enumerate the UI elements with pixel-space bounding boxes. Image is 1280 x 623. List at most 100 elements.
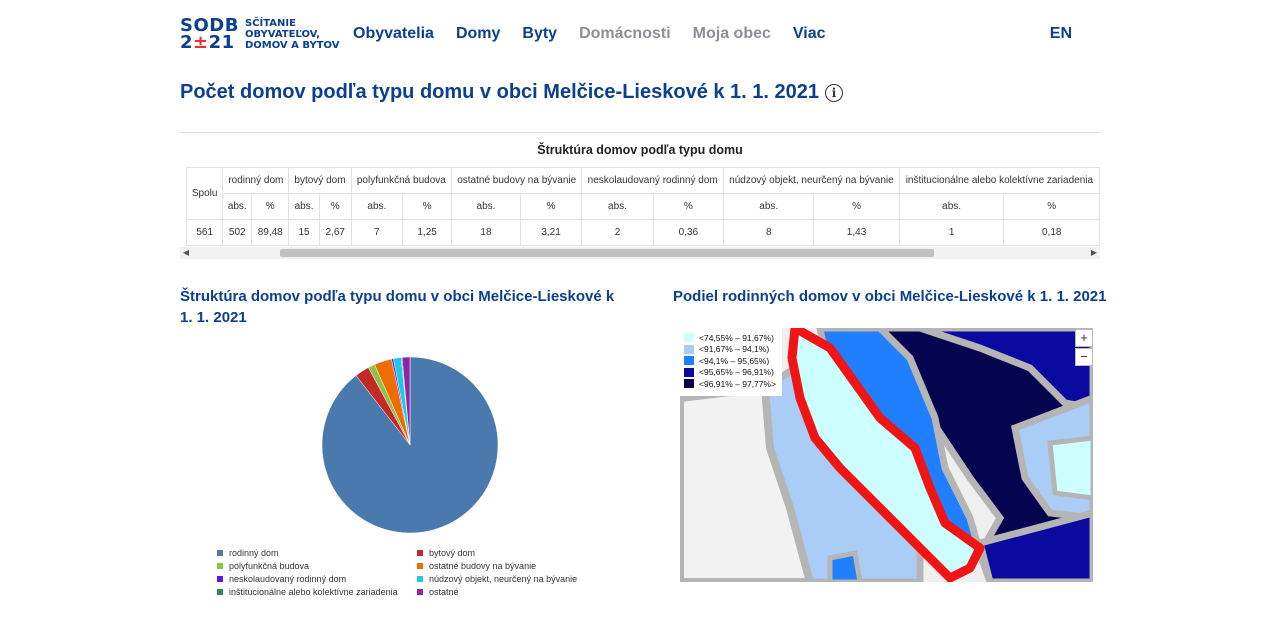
legend-label: núdzový objekt, neurčený na bývanie <box>429 574 578 584</box>
table-horizontal-scrollbar[interactable]: ◀ ▶ <box>180 247 1100 259</box>
legend-label: ostatné budovy na bývanie <box>429 561 537 571</box>
map-legend-label: <94,1% – 95,65%) <box>699 355 770 366</box>
legend-item[interactable]: inštitucionálne alebo kolektívne zariade… <box>217 587 417 597</box>
cell-abs: 15 <box>288 219 320 246</box>
info-icon[interactable]: i <box>825 83 844 102</box>
col-header-group: polyfunkčná budova <box>350 167 453 194</box>
cell-total: 561 <box>185 219 224 246</box>
col-header-group: núdzový objekt, neurčený na bývanie <box>723 167 900 194</box>
pie-slice[interactable] <box>401 356 411 446</box>
cell-pct: 1,43 <box>813 219 900 246</box>
sub-header-pct: % <box>318 193 352 220</box>
sub-header-abs: abs. <box>350 193 404 220</box>
map-legend-swatch <box>684 356 694 366</box>
pie-legend: rodinný dom bytový dom polyfunkčná budova o… <box>217 548 617 597</box>
legend-label: ostatné <box>429 587 459 597</box>
nav-item-domy[interactable]: Domy <box>455 25 501 42</box>
sub-header-abs: abs. <box>723 193 815 220</box>
zoom-out-button[interactable]: − <box>1075 348 1093 366</box>
legend-item[interactable]: rodinný dom <box>217 548 417 558</box>
sub-header-abs: abs. <box>222 193 253 220</box>
sub-header-pct: % <box>251 193 290 220</box>
col-header-group: inštitucionálne alebo kolektívne zariade… <box>898 167 1100 194</box>
main-nav: Obyvatelia Domy Byty Domácnosti Moja obe… <box>353 25 848 43</box>
pie-chart-title: Štruktúra domov podľa typu domu v obci M… <box>180 288 615 326</box>
data-table-container: Štruktúra domov podľa typu domu Spolu ro… <box>180 132 1100 260</box>
legend-swatch <box>217 563 223 569</box>
map-legend-label: <91,67% – 94,1%) <box>699 344 770 355</box>
map-title: Podiel rodinných domov v obci Melčice-Li… <box>673 288 1107 305</box>
nav-item-obyvatelia[interactable]: Obyvatelia <box>353 25 434 42</box>
nav-item-domacnosti[interactable]: Domácnosti <box>579 25 671 42</box>
scroll-left-icon[interactable]: ◀ <box>182 248 190 257</box>
legend-label: neskolaudovaný rodinný dom <box>229 574 347 584</box>
legend-swatch <box>217 576 223 582</box>
map-legend-swatch <box>684 333 694 343</box>
logo[interactable]: SODB 2±21 SČÍTANIE OBYVATEĽOV, DOMOV A B… <box>180 15 340 53</box>
legend-item[interactable]: ostatné budovy na bývanie <box>417 561 617 571</box>
map-region[interactable] <box>827 550 863 582</box>
legend-label: bytový dom <box>429 548 476 558</box>
sub-header-abs: abs. <box>288 193 320 220</box>
legend-item[interactable]: ostatné <box>417 587 617 597</box>
map-legend-label: <96,91% – 97,77%> <box>699 378 777 389</box>
page-title: Počet domov podľa typu domu v obci Melči… <box>180 81 844 104</box>
sub-header-pct: % <box>813 193 900 220</box>
scroll-thumb[interactable] <box>280 249 934 257</box>
sub-header-pct: % <box>652 193 725 220</box>
map-region-selected[interactable] <box>787 328 985 582</box>
site-header: SODB 2±21 SČÍTANIE OBYVATEĽOV, DOMOV A B… <box>180 14 1100 54</box>
map-region[interactable] <box>1047 435 1093 501</box>
legend-item[interactable]: neskolaudovaný rodinný dom <box>217 574 417 584</box>
sub-header-pct: % <box>402 193 453 220</box>
legend-label: inštitucionálne alebo kolektívne zariade… <box>229 587 398 597</box>
nav-item-byty[interactable]: Byty <box>522 25 558 42</box>
logo-mark: SODB 2±21 <box>180 15 239 53</box>
cell-pct: 3,21 <box>519 219 583 246</box>
logo-text: SČÍTANIE OBYVATEĽOV, DOMOV A BYTOV <box>244 17 340 51</box>
map-region[interactable] <box>918 328 1093 412</box>
cell-pct: 0,18 <box>1003 219 1100 246</box>
scroll-right-icon[interactable]: ▶ <box>1090 248 1098 257</box>
cell-abs: 502 <box>222 219 253 246</box>
legend-item[interactable]: bytový dom <box>417 548 617 558</box>
zoom-in-button[interactable]: + <box>1075 329 1093 347</box>
data-table: Spolu rodinný dom bytový dom polyfunkčná… <box>185 167 1100 246</box>
sub-header-pct: % <box>519 193 583 220</box>
legend-swatch <box>417 589 423 595</box>
map-legend: <74,55% – 91,67%) <91,67% – 94,1%) <94,1% … <box>680 328 783 396</box>
cell-abs: 2 <box>581 219 654 246</box>
pie-chart <box>321 356 499 534</box>
legend-item[interactable]: núdzový objekt, neurčený na bývanie <box>417 574 617 584</box>
legend-label: polyfunkčná budova <box>229 561 310 571</box>
col-header-group: rodinný dom <box>222 167 290 194</box>
cell-pct: 2,67 <box>318 219 352 246</box>
legend-item[interactable]: polyfunkčná budova <box>217 561 417 571</box>
cell-abs: 18 <box>451 219 521 246</box>
nav-item-viac[interactable]: Viac <box>792 25 826 42</box>
cell-abs: 1 <box>898 219 1005 246</box>
legend-swatch <box>417 550 423 556</box>
table-row: 561 502 89,48 15 2,67 7 1,25 18 3,21 2 0… <box>185 219 1100 246</box>
sub-header-abs: abs. <box>898 193 1005 220</box>
map-region[interactable] <box>975 509 1093 582</box>
map-legend-swatch <box>684 344 694 354</box>
legend-swatch <box>417 563 423 569</box>
map-legend-item: <94,1% – 95,65%) <box>684 355 776 367</box>
map-legend-label: <74,55% – 91,67%) <box>699 332 774 343</box>
legend-swatch <box>217 589 223 595</box>
cell-pct: 89,48 <box>251 219 290 246</box>
map-legend-label: <95,65% – 96,91%) <box>699 367 774 378</box>
legend-swatch <box>417 576 423 582</box>
sub-header-abs: abs. <box>581 193 654 220</box>
zoom-controls: + − <box>1075 329 1093 367</box>
cell-abs: 8 <box>723 219 815 246</box>
map-legend-item: <95,65% – 96,91%) <box>684 367 776 379</box>
map-legend-item: <74,55% – 91,67%) <box>684 332 776 344</box>
col-header-spolu: Spolu <box>185 167 224 220</box>
sub-header-pct: % <box>1003 193 1100 220</box>
language-switch[interactable]: EN <box>1049 25 1072 42</box>
legend-label: rodinný dom <box>229 548 279 558</box>
choropleth-map[interactable]: <74,55% – 91,67%) <91,67% – 94,1%) <94,1% … <box>680 328 1093 582</box>
nav-item-moja-obec[interactable]: Moja obec <box>692 25 771 42</box>
